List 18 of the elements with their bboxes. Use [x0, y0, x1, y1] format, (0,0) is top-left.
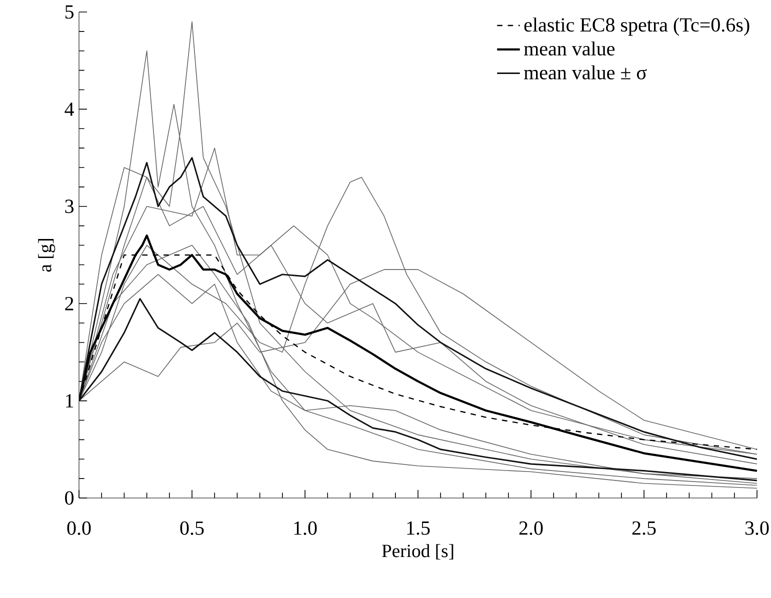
x-tick-label: 1.0	[294, 521, 317, 535]
x-tick-label: 3.0	[745, 521, 769, 535]
y-tick-label: 5	[65, 5, 74, 19]
x-tick-label: 1.5	[407, 521, 430, 535]
y-axis-title: a [g]	[38, 239, 56, 272]
legend-label: mean value	[524, 41, 615, 56]
y-tick-label: 0	[65, 491, 74, 505]
legend-label: mean value ± σ	[524, 65, 647, 80]
y-tick-label: 3	[65, 200, 74, 214]
x-tick-label: 0.0	[67, 521, 91, 535]
x-axis-title: Period [s]	[382, 544, 454, 560]
x-tick-label: 2.5	[632, 521, 656, 535]
x-tick-label: 2.0	[519, 521, 543, 535]
y-tick-label: 1	[66, 394, 74, 408]
legend-label: elastic EC8 spetra (Tc=0.6s)	[524, 18, 750, 36]
x-tick-label: 0.5	[180, 521, 204, 535]
y-tick-label: 4	[64, 102, 74, 116]
y-tick-label: 2	[65, 296, 74, 310]
